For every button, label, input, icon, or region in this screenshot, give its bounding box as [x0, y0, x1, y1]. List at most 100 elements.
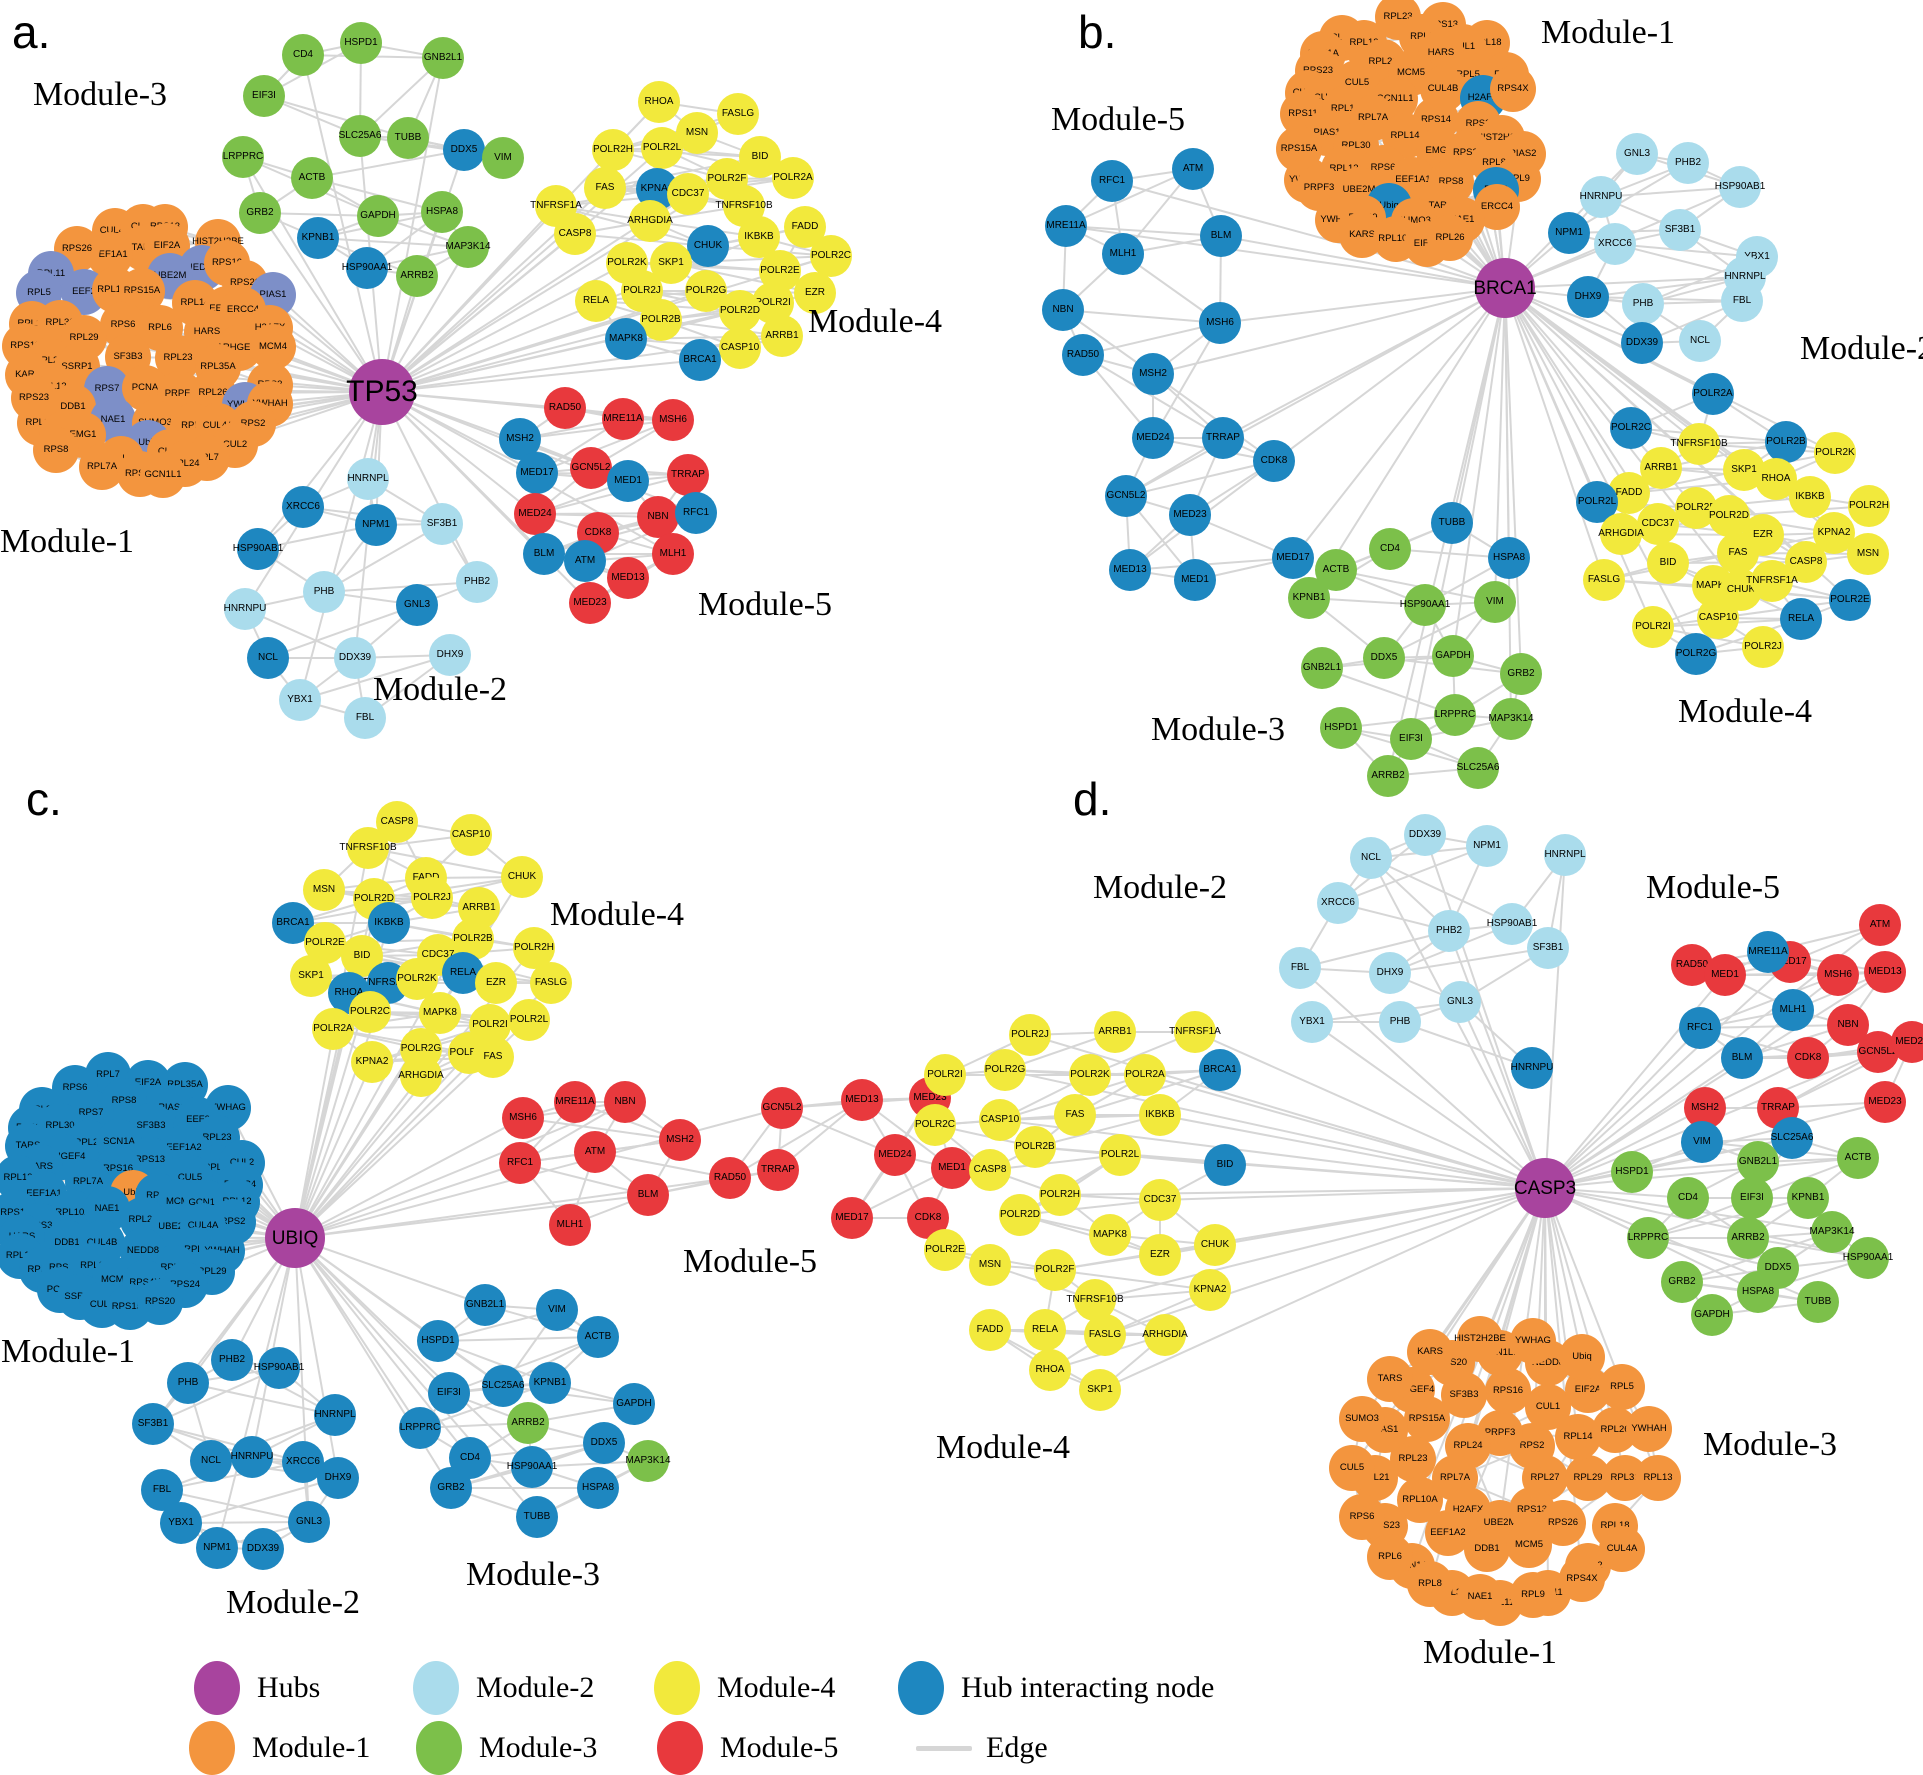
- node-label: RPS13: [134, 1154, 166, 1166]
- node-label: CD4: [1379, 543, 1400, 554]
- node-label: ERCC4: [226, 304, 260, 316]
- node-label: MSH6: [1206, 317, 1234, 328]
- node-label: RPL10A: [1378, 233, 1414, 245]
- node-label: MED17: [1773, 956, 1807, 967]
- node-label: TNFRSF1A: [530, 200, 582, 211]
- edge: [294, 1237, 471, 1459]
- legend-label: Module-4: [717, 1671, 836, 1704]
- node-label: GRB2: [437, 1482, 465, 1493]
- node-label: MSH6: [509, 1112, 537, 1123]
- node-RAD50: RAD50: [1062, 334, 1104, 376]
- node-NPM1: NPM1: [196, 1527, 238, 1569]
- node-NCL: NCL: [190, 1440, 232, 1482]
- module-caption-module-1: Module-1: [0, 523, 135, 560]
- node-label: POLR2D: [719, 305, 760, 316]
- node-label: RPS6: [1370, 162, 1396, 174]
- node-FBL: FBL: [344, 697, 386, 739]
- node-YWHAG: YWHAG: [1510, 1318, 1556, 1364]
- node-label: Ubiq: [123, 1187, 143, 1199]
- node-NPM1: NPM1: [1466, 825, 1508, 867]
- node-label: RPS23: [1302, 65, 1334, 77]
- node-XRCC6: XRCC6: [1317, 882, 1359, 924]
- node-CASP10: CASP10: [1697, 597, 1739, 639]
- node-label: MRE11A: [1046, 220, 1086, 231]
- legend-edge-line: [916, 1746, 972, 1751]
- node-label: FADD: [1615, 487, 1643, 498]
- node-label: RPL26: [1435, 232, 1465, 244]
- node-label: HSPD1: [421, 1335, 455, 1346]
- node-EZR: EZR: [1139, 1234, 1181, 1276]
- node-MED23: MED23: [1864, 1081, 1906, 1123]
- node-label: VIM: [1486, 596, 1504, 607]
- node-label: UBIQ: [271, 1227, 319, 1249]
- node-label: RHOA: [1761, 473, 1791, 484]
- edge: [1152, 287, 1506, 375]
- node-MED13: MED13: [1864, 951, 1906, 993]
- node-label: RPL29: [197, 1266, 227, 1278]
- node-MED24: MED24: [1891, 1021, 1923, 1063]
- node-label: EEF1A1: [92, 249, 128, 261]
- node-label: RPL21: [1360, 1472, 1390, 1484]
- node-GAPDH: GAPDH: [357, 195, 399, 237]
- edge: [1504, 287, 1512, 720]
- edge: [311, 149, 465, 179]
- edge: [729, 1099, 863, 1179]
- edge: [1614, 243, 1758, 258]
- node-label: POLR2B: [453, 933, 493, 944]
- node-HSPD1: HSPD1: [1611, 1151, 1653, 1193]
- node-label: GNB2L1: [465, 1299, 505, 1310]
- node-GRB2: GRB2: [1500, 653, 1542, 695]
- node-PHB2: PHB2: [1428, 910, 1470, 952]
- node-label: PHB: [177, 1377, 199, 1388]
- node-label: BID: [1659, 557, 1677, 568]
- node-label: TUBB: [1438, 517, 1466, 528]
- node-MLH1: MLH1: [549, 1204, 591, 1246]
- node-IKBKB: IKBKB: [1789, 476, 1831, 518]
- node-PHB: PHB: [303, 571, 345, 613]
- edge: [381, 391, 478, 583]
- node-label: TARS: [15, 1140, 41, 1152]
- edge: [1370, 857, 1513, 925]
- node-label: KARS: [15, 370, 41, 380]
- edge: [419, 1382, 551, 1429]
- node-label: CDK8: [914, 1212, 942, 1223]
- node-label: RPS8: [1438, 176, 1464, 188]
- node-LRPPRC: LRPPRC: [222, 136, 264, 178]
- node-HSP90AB1: HSP90AB1: [254, 1347, 304, 1389]
- node-DDX5: DDX5: [583, 1422, 625, 1464]
- node-DHX9: DHX9: [429, 634, 471, 676]
- node-label: MED17: [835, 1212, 869, 1223]
- node-MSN: MSN: [969, 1244, 1011, 1286]
- node-CHUK: CHUK: [501, 856, 543, 898]
- node-label: EIF3I: [437, 1387, 461, 1398]
- node-label: PIAS1: [1371, 1424, 1399, 1436]
- node-SF3B1: SF3B1: [421, 503, 463, 545]
- node-label: GNB2L1: [423, 52, 463, 63]
- node-POLR2H: POLR2H: [1039, 1174, 1081, 1216]
- node-label: POLR2H: [1848, 500, 1889, 511]
- node-label: EZR: [1150, 1249, 1170, 1260]
- edge: [1220, 235, 1506, 289]
- node-label: HNRNPL: [1724, 271, 1766, 282]
- node-MAP3K14: MAP3K14: [625, 1440, 671, 1482]
- legend-swatch-module-1: [189, 1721, 235, 1775]
- legend-label-edge: Edge: [986, 1731, 1048, 1764]
- edge: [1448, 930, 1546, 1189]
- edge: [187, 1382, 336, 1416]
- node-label: DHX9: [324, 1472, 352, 1483]
- node-RPL26: RPL26: [1427, 215, 1473, 261]
- node-CASP8: CASP8: [554, 213, 596, 255]
- node-label: H2AFX: [1467, 92, 1499, 104]
- node-GNL3: GNL3: [1439, 981, 1481, 1023]
- node-FAS: FAS: [472, 1036, 514, 1078]
- node-label: YBX1: [1299, 1016, 1325, 1027]
- node-label: RPS26: [1547, 1517, 1579, 1529]
- node-SF3B1: SF3B1: [1659, 209, 1701, 251]
- node-label: DDX39: [1408, 829, 1442, 840]
- node-TRRAP: TRRAP: [757, 1149, 799, 1191]
- legend-swatch-module-4: [654, 1661, 700, 1715]
- node-label: NAE1: [100, 414, 126, 426]
- node-label: UBE2M: [153, 270, 187, 282]
- node-FASLG: FASLG: [717, 93, 759, 135]
- node-label: DDX39: [338, 652, 372, 663]
